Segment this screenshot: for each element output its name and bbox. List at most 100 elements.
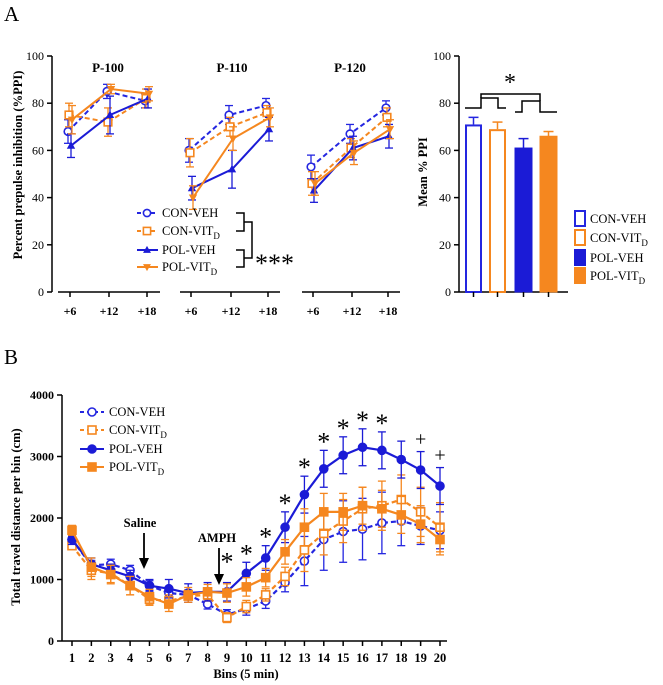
ppi-data-point: [349, 149, 359, 158]
ppi-data-point: [385, 126, 395, 134]
panel-a-label: A: [4, 2, 20, 26]
loco-x-tick-label: 3: [108, 651, 114, 665]
ppi-legend-label: POL-VITD: [162, 260, 218, 277]
loco-y-tick-label: 4000: [30, 388, 54, 402]
bar-legend-swatch: [574, 249, 586, 266]
ppi-group-title: P-100: [92, 60, 124, 75]
bar-bracket-con: [465, 97, 506, 109]
ppi-significance: ***: [255, 249, 294, 278]
loco-data-point: [260, 553, 271, 563]
ppi-data-point: [188, 194, 198, 202]
loco-legend-label: POL-VITD: [109, 460, 165, 477]
panel-b-label: B: [4, 345, 18, 369]
loco-x-tick-label: 10: [240, 651, 253, 665]
loco-data-point: [144, 591, 155, 602]
ppi-data-point: [105, 110, 115, 119]
loco-significance: +: [415, 429, 426, 451]
ppi-mean-bar-chart: 0 20 40 60 80 100 * CON-VEH CON-VITD POL-VEH POL-V…: [433, 49, 648, 299]
ppi-x-tick-label: +18: [138, 304, 157, 318]
loco-data-point: [299, 522, 310, 533]
bar-mean: [489, 129, 506, 293]
loco-significance: *: [220, 547, 233, 576]
ppi-bracket-pol: [236, 249, 245, 268]
loco-x-tick-label: 16: [356, 651, 369, 665]
bar-y-tick-label: 100: [433, 49, 451, 63]
ppi-data-point: [228, 135, 238, 143]
ppi-x-tick-label: +6: [64, 304, 77, 318]
ppi-legend-marker: [143, 245, 151, 253]
ppi-legend-label: CON-VITD: [162, 224, 220, 241]
ppi-y-tick-label: 80: [32, 96, 44, 110]
loco-legend-marker: [87, 462, 97, 472]
bar-significance: *: [504, 70, 516, 96]
loco-significance: *: [298, 453, 311, 482]
loco-y-tick-label: 0: [48, 634, 54, 648]
loco-data-point: [241, 601, 252, 612]
ppi-data-point: [67, 116, 77, 125]
bar-legend-label: POL-VITD: [590, 269, 646, 286]
ppi-data-point: [262, 108, 272, 118]
amph-label: AMPH: [198, 531, 236, 545]
loco-data-point: [144, 580, 155, 591]
loco-data-point: [377, 445, 387, 456]
ppi-data-point: [265, 114, 275, 122]
ppi-data-point: [187, 183, 197, 192]
ppi-y-tick-label: 60: [32, 143, 44, 157]
loco-x-tick-label: 11: [260, 651, 272, 665]
loco-data-point: [241, 582, 252, 592]
ppi-bracket-outer: [244, 221, 253, 259]
bar-legend-label: CON-VITD: [590, 231, 648, 248]
loco-data-point: [260, 590, 271, 600]
loco-significance: *: [259, 523, 272, 552]
ppi-x-tick-label: +18: [259, 304, 278, 318]
loco-legend-label: CON-VEH: [109, 405, 165, 419]
loco-data-point: [299, 545, 310, 555]
ppi-y-tick-label: 0: [38, 285, 44, 299]
loco-data-point: [415, 465, 426, 475]
loco-data-point: [260, 572, 271, 583]
loco-data-point: [318, 507, 329, 517]
loco-data-point: [396, 454, 407, 465]
loco-x-tick-label: 18: [395, 651, 408, 665]
ppi-series-line: [188, 104, 267, 152]
loco-x-tick-label: 20: [434, 651, 447, 665]
bar-y-tick-label: 0: [445, 285, 451, 299]
loco-x-tick-label: 1: [69, 651, 75, 665]
ppi-x-tick-label: +12: [100, 304, 119, 318]
ppi-data-point: [64, 110, 74, 120]
ppi-legend-marker: [142, 208, 152, 218]
ppi-series-line: [189, 111, 268, 154]
bar-legend-label: POL-VEH: [590, 251, 643, 265]
ppi-data-point: [66, 141, 76, 149]
loco-data-point: [280, 522, 290, 533]
ppi-x-tick-label: +6: [185, 304, 198, 318]
loco-legend-label: CON-VITD: [109, 423, 167, 440]
ppi-x-tick-label: +6: [307, 304, 320, 318]
bar-legend-swatch: [574, 229, 586, 246]
bar-legend-swatch: [574, 210, 586, 227]
ppi-data-point: [103, 117, 113, 127]
ppi-x-tick-label: +12: [222, 304, 241, 318]
ppi-legend-label: POL-VEH: [162, 243, 215, 257]
loco-x-tick-label: 13: [298, 651, 311, 665]
loco-significance: *: [337, 414, 350, 443]
loco-data-point: [299, 489, 310, 500]
bar-bracket-outer: [480, 93, 541, 101]
loco-x-tick-label: 2: [88, 651, 94, 665]
bar-legend-swatch: [574, 267, 586, 284]
ppi-data-point: [143, 94, 153, 102]
loco-data-point: [396, 510, 407, 520]
loco-data-point: [164, 599, 174, 609]
ppi-bracket-con: [236, 212, 245, 232]
amph-arrowhead: [214, 574, 224, 585]
ppi-legend-marker: [142, 226, 152, 236]
ppi-x-tick-label: +18: [379, 304, 398, 318]
loco-data-point: [222, 612, 232, 623]
loco-data-point: [86, 562, 97, 573]
loco-legend-label: POL-VEH: [109, 442, 162, 456]
bar-legend-label: CON-VEH: [590, 212, 646, 226]
loco-significance: *: [279, 489, 292, 518]
loco-data-point: [183, 590, 194, 600]
ppi-data-point: [384, 131, 394, 140]
ppi-data-point: [382, 112, 392, 122]
